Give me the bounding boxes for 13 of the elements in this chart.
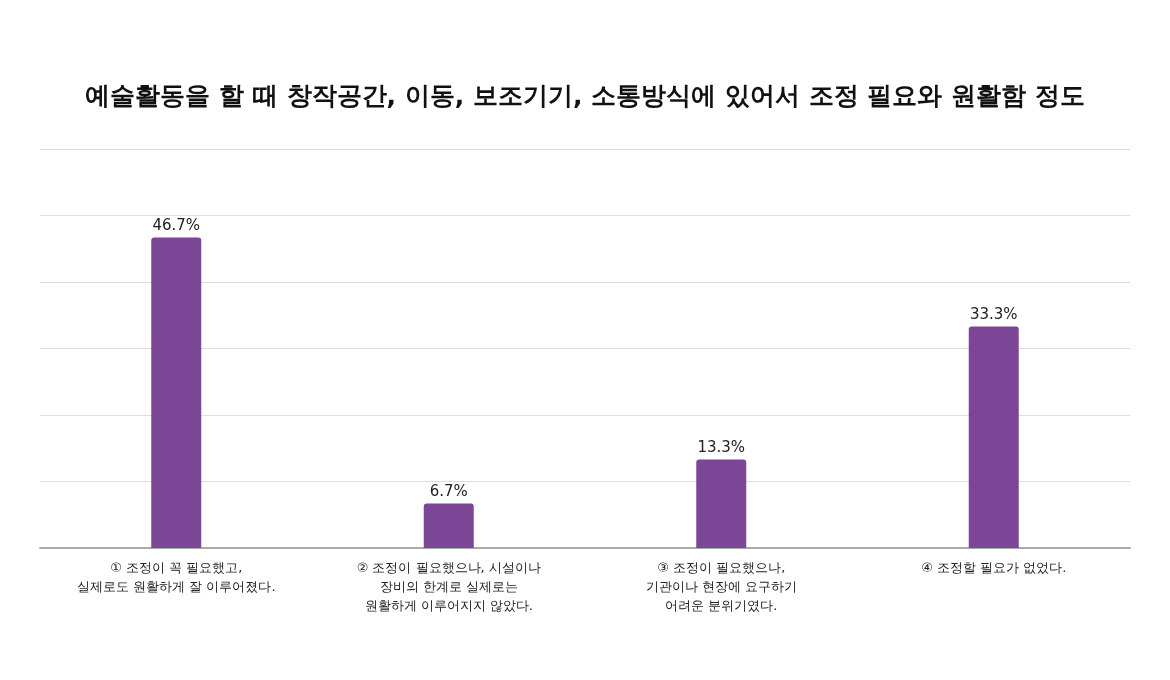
bar	[968, 326, 1019, 548]
x-tick-label: ③ 조정이 필요했으나, 기관이나 현장에 요구하기 어려운 분위기였다.	[645, 560, 797, 613]
bar	[151, 237, 202, 548]
data-label: 13.3%	[697, 438, 746, 457]
data-label: 6.7%	[429, 481, 468, 500]
data-label: 33.3%	[969, 305, 1018, 324]
bar	[423, 503, 474, 548]
data-label: 46.7%	[152, 215, 201, 234]
chart-title: 예술활동을 할 때 창작공간, 이동, 보조기기, 소통방식에 있어서 조정 필요와 원활함 정도	[85, 81, 1085, 110]
bar	[696, 459, 747, 548]
x-tick-label: ② 조정이 필요했으나, 시설이나 장비의 한계로 실제로는 원활하게 이루어지지 않았다.	[356, 560, 541, 613]
x-tick-label: ④ 조정할 필요가 없었다.	[921, 560, 1067, 575]
x-tick-label: ① 조정이 꼭 필요했고, 실제로도 원활하게 잘 이루어졌다.	[76, 560, 276, 594]
